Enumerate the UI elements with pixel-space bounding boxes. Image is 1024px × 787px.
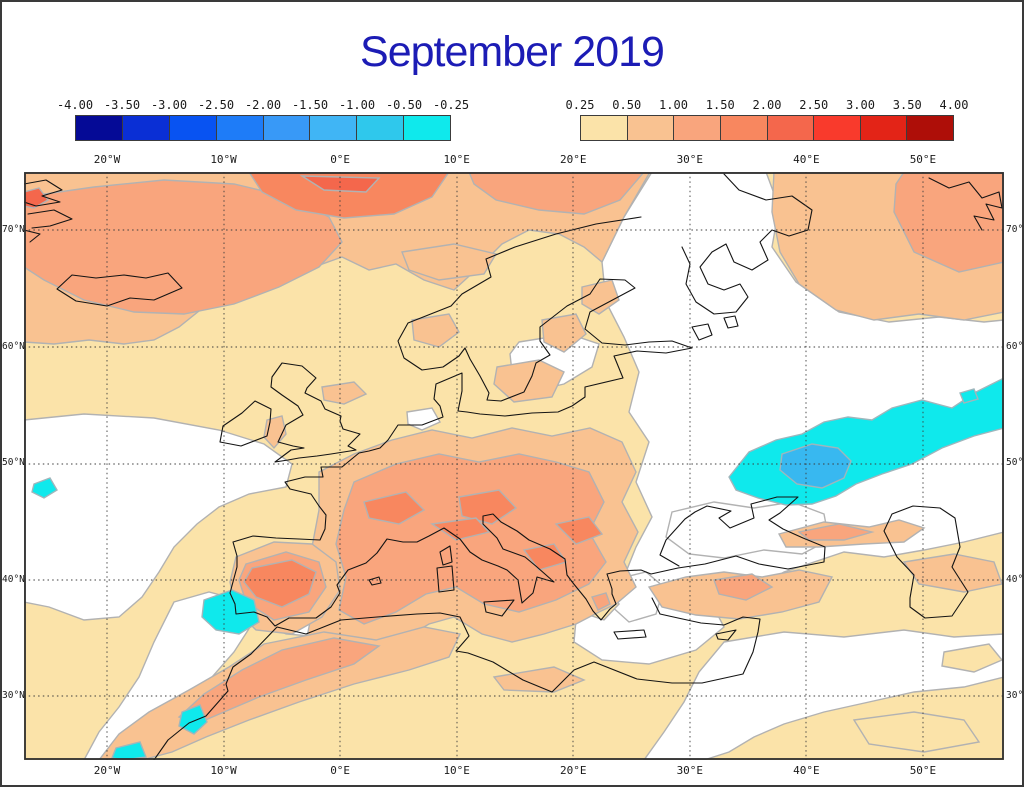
colorbar-cell [76, 116, 123, 140]
axis-tick-label: 40°E [793, 153, 820, 166]
axis-tick-label: 30°E [676, 764, 704, 777]
colorbar-tick-label: 3.00 [846, 98, 875, 112]
colorbar-tick-label: -4.00 [56, 98, 94, 112]
anomaly-shading-warm [24, 172, 1004, 760]
axis-tick-label: 40°E [793, 764, 820, 777]
colorbar-tick-label: 2.00 [752, 98, 782, 112]
colorbar-cell [263, 116, 311, 140]
axis-tick-label: 0°E [330, 764, 351, 777]
colorbar-tick-label: 1.50 [705, 98, 735, 112]
colorbar-cell [404, 116, 450, 140]
colorbar-tick-label: 0.50 [612, 98, 642, 112]
colorbar-cell [357, 116, 405, 140]
axis-tick-label: 60°N [1006, 340, 1024, 352]
colorbar-tick-label: 4.00 [939, 98, 969, 112]
axis-tick-label: 10°W [210, 153, 237, 166]
colorbar-cell [169, 116, 217, 140]
colorbar-tick-label: -0.50 [385, 98, 423, 112]
colorbar-tick-label: 3.50 [892, 98, 922, 112]
colorbar-tick-label: -2.00 [244, 98, 282, 112]
colorbar-tick-label: 1.00 [659, 98, 688, 112]
anomaly-map [24, 172, 1004, 760]
axis-tick-label: 50°E [909, 153, 937, 166]
colorbar-tick-label: -0.25 [432, 98, 470, 112]
colorbar-cell [581, 116, 628, 140]
colorbar-cell [907, 116, 953, 140]
colorbar-cell [627, 116, 675, 140]
lon-axis-top: 20°W 10°W 0°E 10°E 20°E 30°E 40°E 50°E [77, 153, 953, 166]
figure-title: September 2019 [360, 28, 665, 76]
colorbar-positive-labels: 0.25 0.50 1.00 1.50 2.00 2.50 3.00 3.50 4.00 [558, 98, 976, 112]
colorbar-tick-label: -3.50 [103, 98, 141, 112]
axis-tick-label: 30°N [2, 690, 25, 701]
colorbar-cell [674, 116, 721, 140]
axis-tick-label: 10°W [210, 764, 237, 777]
axis-tick-label: 20°E [560, 764, 587, 777]
colorbar-cell [814, 116, 861, 140]
colorbar-tick-label: 2.50 [799, 98, 829, 112]
colorbar-cell [767, 116, 815, 140]
axis-tick-label: 10°E [443, 764, 470, 777]
anomaly-shading-cold [31, 377, 1004, 760]
colorbar-tick-label: 0.25 [565, 98, 595, 112]
axis-tick-label: 50°N [2, 457, 25, 468]
axis-tick-label: 20°W [93, 764, 121, 777]
axis-tick-label: 0°E [330, 153, 351, 166]
colorbar-tick-label: -2.50 [197, 98, 235, 112]
lat-axis-left: 70°N 60°N 50°N 40°N 30°N [2, 223, 25, 703]
axis-tick-label: 50°E [909, 764, 937, 777]
graticule [24, 172, 1004, 760]
colorbar-positive [580, 115, 954, 141]
axis-tick-label: 10°E [443, 153, 470, 166]
colorbar-tick-label: -3.00 [150, 98, 188, 112]
colorbar-cell [860, 116, 908, 140]
axis-tick-label: 30°E [676, 153, 704, 166]
map-frame [24, 172, 1004, 760]
colorbar-tick-label: -1.00 [338, 98, 376, 112]
colorbar-negative-labels: -4.00 -3.50 -3.00 -2.50 -2.00 -1.50 -1.00 -0.50… [53, 98, 473, 112]
axis-tick-label: 60°N [2, 340, 25, 352]
colorbar-cell [720, 116, 768, 140]
coastlines [24, 173, 1003, 760]
lon-axis-bottom: 20°W 10°W 0°E 10°E 20°E 30°E 40°E 50°E [77, 764, 953, 777]
colorbar-negative [75, 115, 451, 141]
axis-tick-label: 20°E [560, 153, 587, 166]
colorbar-cell [310, 116, 358, 140]
axis-tick-label: 50°N [1006, 457, 1024, 468]
colorbar-cell [216, 116, 264, 140]
axis-tick-label: 70°N [2, 224, 25, 235]
axis-tick-label: 30°N [1006, 690, 1024, 701]
axis-tick-label: 70°N [1006, 224, 1024, 235]
axis-tick-label: 40°N [2, 573, 25, 585]
axis-tick-label: 40°N [1006, 573, 1024, 585]
lat-axis-right: 70°N 60°N 50°N 40°N 30°N [1006, 223, 1024, 703]
colorbar-tick-label: -1.50 [291, 98, 329, 112]
colorbar-cell [122, 116, 170, 140]
axis-tick-label: 20°W [93, 153, 121, 166]
